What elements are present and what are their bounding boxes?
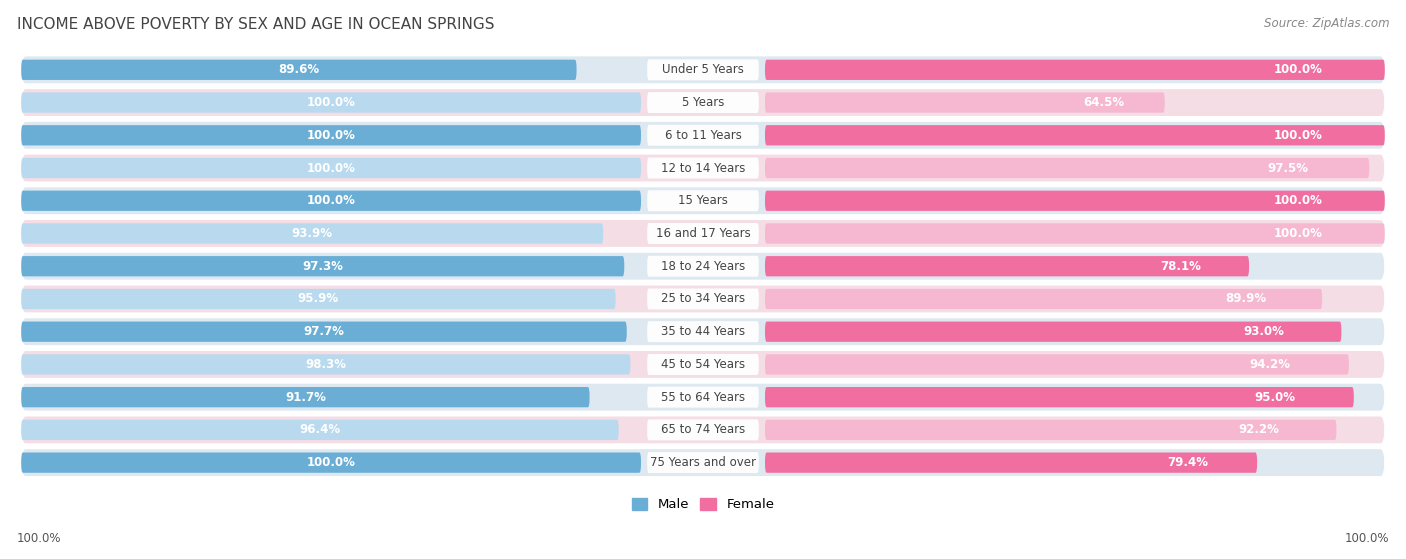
FancyBboxPatch shape (765, 224, 1385, 244)
Text: 18 to 24 Years: 18 to 24 Years (661, 260, 745, 273)
Text: 100.0%: 100.0% (1274, 195, 1323, 207)
FancyBboxPatch shape (21, 452, 641, 473)
FancyBboxPatch shape (765, 354, 1348, 375)
Text: 16 and 17 Years: 16 and 17 Years (655, 227, 751, 240)
FancyBboxPatch shape (765, 289, 1322, 309)
Text: Source: ZipAtlas.com: Source: ZipAtlas.com (1264, 17, 1389, 30)
Text: 93.0%: 93.0% (1243, 325, 1284, 338)
FancyBboxPatch shape (765, 60, 1385, 80)
Text: 64.5%: 64.5% (1084, 96, 1125, 109)
Text: 5 Years: 5 Years (682, 96, 724, 109)
FancyBboxPatch shape (21, 60, 576, 80)
FancyBboxPatch shape (21, 321, 627, 342)
Text: Under 5 Years: Under 5 Years (662, 63, 744, 77)
FancyBboxPatch shape (647, 190, 759, 211)
FancyBboxPatch shape (647, 92, 759, 113)
FancyBboxPatch shape (21, 155, 1385, 182)
FancyBboxPatch shape (765, 92, 1164, 113)
FancyBboxPatch shape (647, 354, 759, 375)
Text: 55 to 64 Years: 55 to 64 Years (661, 391, 745, 404)
Text: 94.2%: 94.2% (1250, 358, 1291, 371)
FancyBboxPatch shape (21, 256, 624, 276)
Text: 15 Years: 15 Years (678, 195, 728, 207)
Text: 100.0%: 100.0% (1344, 532, 1389, 545)
Text: 95.0%: 95.0% (1254, 391, 1295, 404)
Text: 100.0%: 100.0% (307, 96, 356, 109)
FancyBboxPatch shape (647, 387, 759, 408)
Text: 100.0%: 100.0% (17, 532, 62, 545)
Legend: Male, Female: Male, Female (626, 492, 780, 517)
FancyBboxPatch shape (21, 92, 641, 113)
FancyBboxPatch shape (21, 89, 1385, 116)
FancyBboxPatch shape (647, 419, 759, 440)
FancyBboxPatch shape (21, 354, 630, 375)
FancyBboxPatch shape (647, 125, 759, 146)
Text: 35 to 44 Years: 35 to 44 Years (661, 325, 745, 338)
Text: 12 to 14 Years: 12 to 14 Years (661, 162, 745, 174)
FancyBboxPatch shape (647, 223, 759, 244)
FancyBboxPatch shape (765, 191, 1385, 211)
Text: 6 to 11 Years: 6 to 11 Years (665, 129, 741, 142)
Text: 25 to 34 Years: 25 to 34 Years (661, 292, 745, 305)
Text: 96.4%: 96.4% (299, 423, 340, 437)
FancyBboxPatch shape (21, 351, 1385, 378)
Text: 89.6%: 89.6% (278, 63, 319, 77)
FancyBboxPatch shape (765, 321, 1341, 342)
FancyBboxPatch shape (765, 420, 1337, 440)
Text: 65 to 74 Years: 65 to 74 Years (661, 423, 745, 437)
FancyBboxPatch shape (765, 387, 1354, 408)
Text: 100.0%: 100.0% (307, 456, 356, 469)
FancyBboxPatch shape (765, 256, 1249, 276)
Text: 97.7%: 97.7% (304, 325, 344, 338)
FancyBboxPatch shape (21, 318, 1385, 345)
Text: 100.0%: 100.0% (1274, 227, 1323, 240)
Text: 100.0%: 100.0% (307, 162, 356, 174)
FancyBboxPatch shape (647, 452, 759, 473)
FancyBboxPatch shape (21, 56, 1385, 83)
FancyBboxPatch shape (21, 224, 603, 244)
FancyBboxPatch shape (21, 387, 589, 408)
FancyBboxPatch shape (21, 191, 641, 211)
FancyBboxPatch shape (647, 321, 759, 342)
Text: 75 Years and over: 75 Years and over (650, 456, 756, 469)
FancyBboxPatch shape (21, 125, 641, 145)
Text: 100.0%: 100.0% (1274, 63, 1323, 77)
FancyBboxPatch shape (21, 253, 1385, 280)
Text: 97.5%: 97.5% (1268, 162, 1309, 174)
FancyBboxPatch shape (647, 158, 759, 178)
FancyBboxPatch shape (21, 122, 1385, 149)
Text: 79.4%: 79.4% (1167, 456, 1208, 469)
FancyBboxPatch shape (647, 59, 759, 80)
FancyBboxPatch shape (21, 420, 619, 440)
FancyBboxPatch shape (21, 187, 1385, 214)
Text: 91.7%: 91.7% (285, 391, 326, 404)
Text: 92.2%: 92.2% (1239, 423, 1279, 437)
FancyBboxPatch shape (21, 158, 641, 178)
Text: 100.0%: 100.0% (307, 195, 356, 207)
Text: 45 to 54 Years: 45 to 54 Years (661, 358, 745, 371)
Text: 100.0%: 100.0% (307, 129, 356, 142)
FancyBboxPatch shape (21, 449, 1385, 476)
FancyBboxPatch shape (21, 289, 616, 309)
Text: 95.9%: 95.9% (298, 292, 339, 305)
Text: 100.0%: 100.0% (1274, 129, 1323, 142)
FancyBboxPatch shape (21, 220, 1385, 247)
Text: 78.1%: 78.1% (1160, 260, 1201, 273)
FancyBboxPatch shape (765, 452, 1257, 473)
FancyBboxPatch shape (647, 256, 759, 277)
Text: 97.3%: 97.3% (302, 260, 343, 273)
FancyBboxPatch shape (765, 125, 1385, 145)
FancyBboxPatch shape (21, 383, 1385, 410)
FancyBboxPatch shape (647, 288, 759, 310)
Text: 89.9%: 89.9% (1226, 292, 1267, 305)
FancyBboxPatch shape (21, 286, 1385, 312)
Text: 98.3%: 98.3% (305, 358, 346, 371)
FancyBboxPatch shape (765, 158, 1369, 178)
Text: 93.9%: 93.9% (291, 227, 333, 240)
Text: INCOME ABOVE POVERTY BY SEX AND AGE IN OCEAN SPRINGS: INCOME ABOVE POVERTY BY SEX AND AGE IN O… (17, 17, 495, 32)
FancyBboxPatch shape (21, 416, 1385, 443)
